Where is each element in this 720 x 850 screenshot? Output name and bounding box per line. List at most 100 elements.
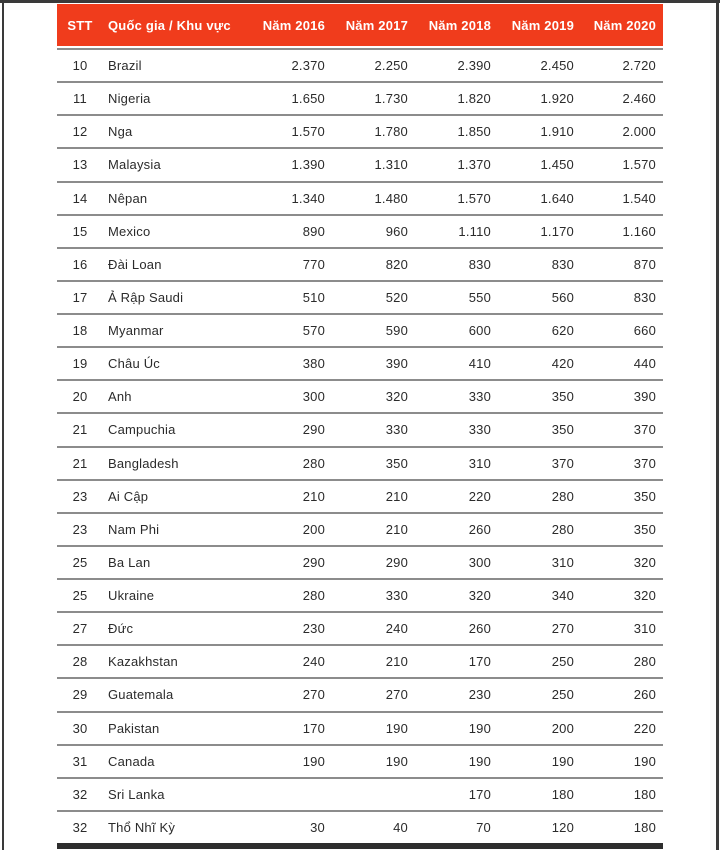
cell-2016: 300 — [248, 379, 332, 412]
table-row: 32 Thổ Nhĩ Kỳ 30 40 70 120 180 — [57, 809, 663, 843]
cell-stt: 25 — [57, 544, 103, 578]
cell-2016: 290 — [248, 544, 332, 578]
cell-2019: 250 — [498, 677, 581, 710]
cell-2019: 280 — [498, 478, 581, 512]
table-row: 29 Guatemala 270 270 230 250 260 — [57, 677, 663, 710]
cell-2020: 1.160 — [581, 213, 663, 247]
page-border-top — [0, 0, 720, 3]
cell-stt: 23 — [57, 478, 103, 512]
cell-stt: 15 — [57, 213, 103, 247]
cell-2018: 2.390 — [415, 48, 498, 81]
cell-country: Pakistan — [103, 710, 248, 744]
cell-2016: 270 — [248, 677, 332, 710]
cell-2016: 380 — [248, 346, 332, 379]
cell-stt: 12 — [57, 114, 103, 147]
cell-2020: 2.460 — [581, 81, 663, 114]
cell-stt: 17 — [57, 279, 103, 313]
cell-2017 — [332, 776, 415, 810]
cell-2018: 260 — [415, 611, 498, 644]
cell-country: Anh — [103, 379, 248, 412]
cell-stt: 32 — [57, 809, 103, 843]
cell-2016: 290 — [248, 412, 332, 445]
cell-stt: 30 — [57, 710, 103, 744]
cell-2019: 1.920 — [498, 81, 581, 114]
cell-2017: 190 — [332, 743, 415, 777]
cell-2019: 1.640 — [498, 180, 581, 214]
cell-2017: 1.310 — [332, 147, 415, 180]
cell-stt: 16 — [57, 246, 103, 280]
cell-2017: 240 — [332, 611, 415, 644]
cell-2016: 1.570 — [248, 114, 332, 147]
cell-2019: 180 — [498, 776, 581, 810]
cell-2017: 190 — [332, 710, 415, 744]
cell-2020: 320 — [581, 578, 663, 611]
cell-2020: 1.570 — [581, 147, 663, 180]
cell-2017: 270 — [332, 677, 415, 710]
header-2019: Năm 2019 — [511, 17, 574, 33]
cell-country: Thổ Nhĩ Kỳ — [103, 809, 248, 843]
cell-2020: 370 — [581, 412, 663, 445]
cell-2019: 1.910 — [498, 114, 581, 147]
table-row: 31 Canada 190 190 190 190 190 — [57, 743, 663, 777]
cell-2016: 890 — [248, 213, 332, 247]
cell-2018: 300 — [415, 544, 498, 578]
cell-2020: 180 — [581, 809, 663, 843]
page-border-right — [716, 0, 719, 850]
cell-2018: 1.370 — [415, 147, 498, 180]
cell-2019: 370 — [498, 445, 581, 479]
cell-2020: 830 — [581, 279, 663, 313]
cell-2017: 390 — [332, 346, 415, 379]
table-row: 32 Sri Lanka 170 180 180 — [57, 776, 663, 810]
cell-2018: 1.850 — [415, 114, 498, 147]
cell-country: Brazil — [103, 48, 248, 81]
cell-2018: 310 — [415, 445, 498, 479]
cell-2019: 280 — [498, 511, 581, 545]
cell-2016: 210 — [248, 478, 332, 512]
cell-2018: 260 — [415, 511, 498, 545]
table-row: 25 Ba Lan 290 290 300 310 320 — [57, 544, 663, 578]
cell-2016: 1.650 — [248, 81, 332, 114]
table-row: 11 Nigeria 1.650 1.730 1.820 1.920 2.460 — [57, 81, 663, 114]
cell-2020: 1.540 — [581, 180, 663, 214]
cell-stt: 31 — [57, 743, 103, 777]
table-row: 15 Mexico 890 960 1.110 1.170 1.160 — [57, 213, 663, 247]
header-2018: Năm 2018 — [428, 17, 491, 33]
cell-2019: 620 — [498, 313, 581, 346]
cell-2017: 290 — [332, 544, 415, 578]
cell-2019: 200 — [498, 710, 581, 744]
cell-stt: 32 — [57, 776, 103, 810]
cell-country: Kazakhstan — [103, 644, 248, 677]
cell-country: Nga — [103, 114, 248, 147]
cell-2018: 220 — [415, 478, 498, 512]
cell-stt: 21 — [57, 412, 103, 445]
cell-stt: 27 — [57, 611, 103, 644]
table-row: 25 Ukraine 280 330 320 340 320 — [57, 578, 663, 611]
table-row: 30 Pakistan 170 190 190 200 220 — [57, 710, 663, 744]
table-header-row: STT Quốc gia / Khu vực Năm 2016 Năm 2017… — [57, 4, 663, 46]
cell-country: Châu Úc — [103, 346, 248, 379]
cell-2018: 1.110 — [415, 213, 498, 247]
cell-country: Guatemala — [103, 677, 248, 710]
cell-2017: 960 — [332, 213, 415, 247]
cell-2019: 350 — [498, 379, 581, 412]
cell-2016: 770 — [248, 246, 332, 280]
cell-2020: 190 — [581, 743, 663, 777]
cell-2018: 170 — [415, 776, 498, 810]
cell-2017: 320 — [332, 379, 415, 412]
cell-stt: 19 — [57, 346, 103, 379]
cell-2020: 260 — [581, 677, 663, 710]
table-row: 21 Campuchia 290 330 330 350 370 — [57, 412, 663, 445]
cell-2016 — [248, 776, 332, 810]
cell-stt: 10 — [57, 48, 103, 81]
cell-stt: 11 — [57, 81, 103, 114]
cell-country: Đức — [103, 611, 248, 644]
table-row: 21 Bangladesh 280 350 310 370 370 — [57, 445, 663, 479]
cell-2018: 70 — [415, 809, 498, 843]
cell-2017: 820 — [332, 246, 415, 280]
cell-country: Ai Cập — [103, 478, 248, 512]
cell-country: Ả Rập Saudi — [103, 279, 248, 313]
cell-country: Nigeria — [103, 81, 248, 114]
cell-2020: 440 — [581, 346, 663, 379]
table-body: 10 Brazil 2.370 2.250 2.390 2.450 2.720 … — [57, 48, 663, 843]
cell-stt: 21 — [57, 445, 103, 479]
